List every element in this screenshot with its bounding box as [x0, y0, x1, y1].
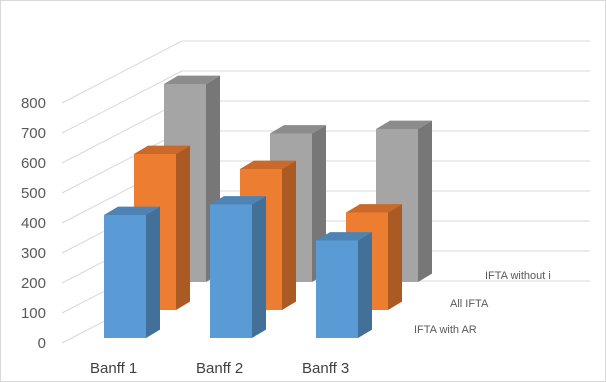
- series-label: IFTA with AR: [414, 324, 477, 336]
- bar-ifta-with-ar-3: [316, 232, 372, 338]
- bar-side: [388, 204, 402, 310]
- bar-top: [104, 206, 160, 215]
- bars: [104, 75, 432, 338]
- x-axis-category-labels: Banff 1 Banff 2 Banff 3: [90, 360, 349, 377]
- category-label: Banff 3: [302, 360, 349, 377]
- gridline-side: [61, 40, 183, 104]
- bar-top: [346, 204, 402, 213]
- bar-top: [376, 120, 432, 129]
- series-label: IFTA without i: [485, 270, 551, 282]
- bar-top: [134, 145, 190, 154]
- gridline-side: [61, 70, 183, 134]
- bar-front: [210, 204, 252, 338]
- gridline-side: [61, 130, 183, 194]
- bar-ifta-with-ar-2: [210, 196, 266, 338]
- depth-axis-series-labels: IFTA with AR All IFTA IFTA without i: [414, 270, 551, 336]
- y-axis-tick-labels: 0 100 200 300 400 500 600 700 800: [21, 95, 46, 352]
- bar-side: [176, 145, 190, 310]
- bar-side: [358, 232, 372, 338]
- y-tick-label: 200: [21, 275, 46, 292]
- bar-top: [210, 196, 266, 205]
- y-tick-label: 800: [21, 95, 46, 112]
- bar-side: [146, 206, 160, 338]
- y-tick-label: 100: [21, 305, 46, 322]
- y-tick-label: 0: [38, 335, 46, 352]
- y-tick-label: 600: [21, 155, 46, 172]
- bar-top: [316, 232, 372, 241]
- y-tick-label: 400: [21, 215, 46, 232]
- gridline-side: [61, 100, 183, 164]
- category-label: Banff 1: [90, 360, 137, 377]
- bar-front: [104, 215, 146, 338]
- y-tick-label: 500: [21, 185, 46, 202]
- bar-top: [240, 160, 296, 169]
- y-tick-label: 700: [21, 125, 46, 142]
- bar-ifta-with-ar-1: [104, 206, 160, 338]
- bar-top: [270, 125, 326, 134]
- bar-side: [252, 196, 266, 338]
- y-tick-label: 300: [21, 245, 46, 262]
- series-label: All IFTA: [450, 298, 489, 310]
- bar-top: [164, 75, 220, 84]
- category-label: Banff 2: [196, 360, 243, 377]
- bar-side: [418, 120, 432, 282]
- bar-front: [316, 240, 358, 338]
- bar-side: [282, 160, 296, 310]
